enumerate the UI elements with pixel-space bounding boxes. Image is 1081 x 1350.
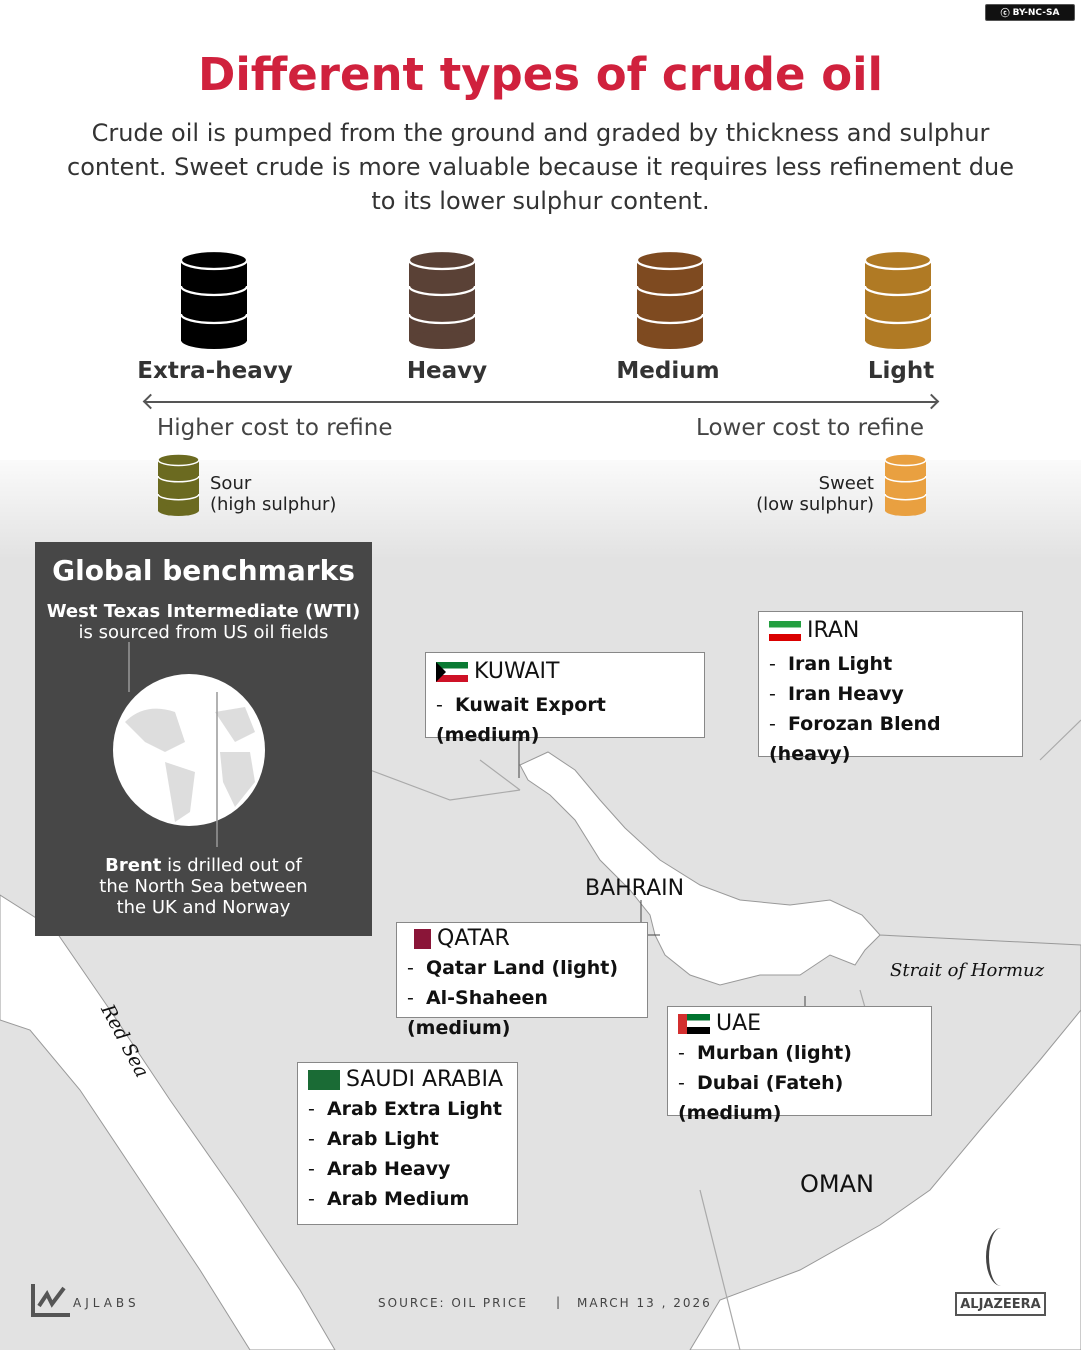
grade-label-medium: Medium [616,358,720,384]
license-badge[interactable]: ⓒ BY-NC-SA [985,4,1075,21]
global-benchmarks-panel: Global benchmarks West Texas Intermediat… [35,542,372,936]
list-item: Iran Heavy [769,679,1012,709]
country-name: IRAN [807,618,860,643]
brent-desc-3: the UK and Norway [116,897,291,918]
list-item: Iran Light [769,649,1012,679]
list-item: Murban (light) [678,1038,921,1068]
list-item: Arab Medium [308,1184,507,1214]
persian-gulf [519,751,1081,1350]
date-text: MARCH 13 , 2026 [577,1296,712,1310]
lower-cost-label: Lower cost to refine [696,415,924,441]
grade-label-light: Light [867,358,935,384]
barrel-icon-medium [636,250,704,349]
label-oman: OMAN [800,1170,874,1198]
barrel-icon-light [864,250,932,349]
cost-scale-arrow [145,401,937,403]
subtitle: Crude oil is pumped from the ground and … [67,119,1014,215]
grade-label-extra-heavy: Extra-heavy [137,358,293,384]
benchmarks-title: Global benchmarks [52,554,355,587]
grade-label-heavy: Heavy [406,358,488,384]
uae-flag-icon [678,1013,710,1034]
country-name: SAUDI ARABIA [346,1067,504,1092]
brent-name: Brent [105,855,162,876]
globe-icon [113,642,265,847]
aljazeera-logo: ALJAZEERA [955,1292,1046,1316]
country-box-uae: UAE Murban (light) Dubai (Fateh) (medium… [667,1006,932,1124]
country-box-iran: IRAN Iran Light Iran Heavy Forozan Blend… [758,611,1023,765]
qatar-flag-icon [407,928,431,949]
ajlabs-logo-icon [31,1284,70,1317]
cc-icon: ⓒ [1000,9,1010,19]
page-title: Different types of crude oil [198,48,883,101]
list-item: Qatar Land (light) [407,953,637,983]
red-sea [0,894,336,1350]
wti-desc: is sourced from US oil fields [78,622,329,643]
sweet-sub: (low sulphur) [756,494,874,515]
list-item: Arab Heavy [308,1154,507,1184]
list-item: Forozan Blend (heavy) [769,709,1012,769]
kuwait-flag-icon [436,661,468,682]
sweet-label: Sweet (low sulphur) [756,473,874,515]
country-box-saudi-arabia: SAUDI ARABIA Arab Extra Light Arab Light… [297,1062,518,1225]
label-strait-of-hormuz: Strait of Hormuz [890,960,1045,981]
higher-cost-label: Higher cost to refine [157,415,393,441]
brent-desc-2: the North Sea between [99,876,308,897]
sour-title: Sour [210,473,252,494]
list-item: Al-Shaheen (medium) [407,983,637,1043]
barrel-icon-sour [157,453,200,516]
country-box-kuwait: KUWAIT Kuwait Export (medium) [425,652,705,746]
list-item: Kuwait Export (medium) [436,690,694,750]
sour-sub: (high sulphur) [210,494,337,515]
country-name: KUWAIT [474,659,560,684]
country-name: UAE [716,1011,762,1036]
label-bahrain: BAHRAIN [585,876,685,901]
list-item: Arab Extra Light [308,1094,507,1124]
brent-desc-1: is drilled out of [161,855,302,876]
sweet-title: Sweet [818,473,874,494]
wti-text: West Texas Intermediate (WTI) is sourced … [35,601,372,643]
footer-separator: | [556,1295,563,1309]
sour-label: Sour (high sulphur) [210,473,336,515]
list-item: Arab Light [308,1124,507,1154]
ajlabs-brand: AJLABS [73,1296,140,1310]
country-name: QATAR [437,926,510,951]
barrel-icon-heavy [408,250,476,349]
brent-text: Brent is drilled out of the North Sea bet… [35,855,372,918]
source-text: SOURCE: OIL PRICE [378,1296,528,1310]
saudi-flag-icon [308,1069,340,1090]
iran-flag-icon [769,620,801,641]
barrel-icon-sweet [884,453,927,516]
aljazeera-emblem-icon [986,1228,1016,1286]
wti-name: West Texas Intermediate (WTI) [46,601,361,622]
country-box-qatar: QATAR Qatar Land (light) Al-Shaheen (med… [396,922,648,1039]
barrel-icon-extra-heavy [180,250,248,349]
list-item: Dubai (Fateh) (medium) [678,1068,921,1128]
